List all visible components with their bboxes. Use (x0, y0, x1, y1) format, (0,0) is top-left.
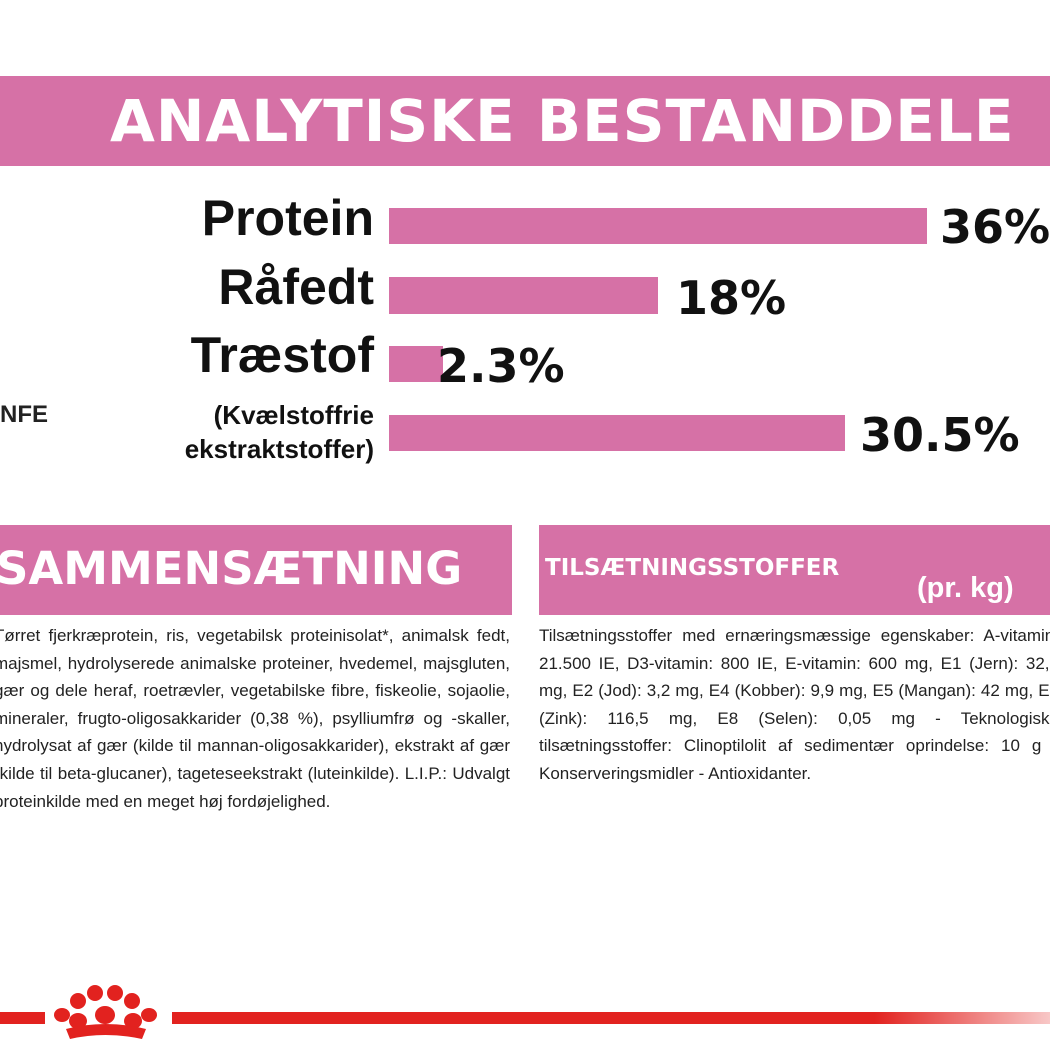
nutrient-label-protein: Protein (201, 190, 374, 246)
nfe-label-line-1: (Kvælstoffrie (213, 400, 374, 430)
nutrient-label-crude-fat: Råfedt (218, 259, 374, 315)
additives-banner: TILSÆTNINGSSTOFFER (pr. kg) (539, 525, 1050, 615)
nutrient-bar-fibre (389, 346, 443, 382)
analytical-constituents-banner: ANALYTISKE BESTANDDELE (0, 76, 1050, 166)
nutrient-value-crude-fat: 18% (676, 271, 787, 325)
nfe-label-line-2: ekstraktstoffer) (184, 434, 374, 464)
composition-banner: SAMMENSÆTNING (0, 525, 512, 615)
nutrient-label-nfe: (Kvælstoffrie ekstraktstoffer) (185, 398, 374, 466)
nutrient-bar-crude-fat (389, 277, 658, 314)
footer-line-left (0, 1012, 45, 1024)
composition-text: Tørret fjerkræprotein, ris, vegetabilsk … (0, 626, 510, 811)
additives-text: Tilsætningsstoffer med ernæringsmæssige … (539, 626, 1050, 783)
nutrient-bar-protein (389, 208, 927, 244)
nutrient-value-fibre: 2.3% (437, 339, 565, 393)
additives-title: TILSÆTNINGSSTOFFER (545, 555, 840, 581)
nutrient-value-protein: 36% (940, 200, 1050, 254)
nutrient-tag-nfe: NFE (0, 401, 48, 428)
analytical-constituents-title: ANALYTISKE BESTANDDELE (110, 87, 1015, 155)
royal-canin-crown-icon (54, 985, 157, 1039)
composition-title: SAMMENSÆTNING (0, 542, 463, 595)
additives-subtitle: (pr. kg) (917, 572, 1014, 604)
nutrient-bar-nfe (389, 415, 845, 451)
nutrient-value-nfe: 30.5% (860, 408, 1020, 462)
footer-line-right (172, 1012, 1050, 1024)
nutrient-label-fibre: Træstof (190, 327, 374, 383)
